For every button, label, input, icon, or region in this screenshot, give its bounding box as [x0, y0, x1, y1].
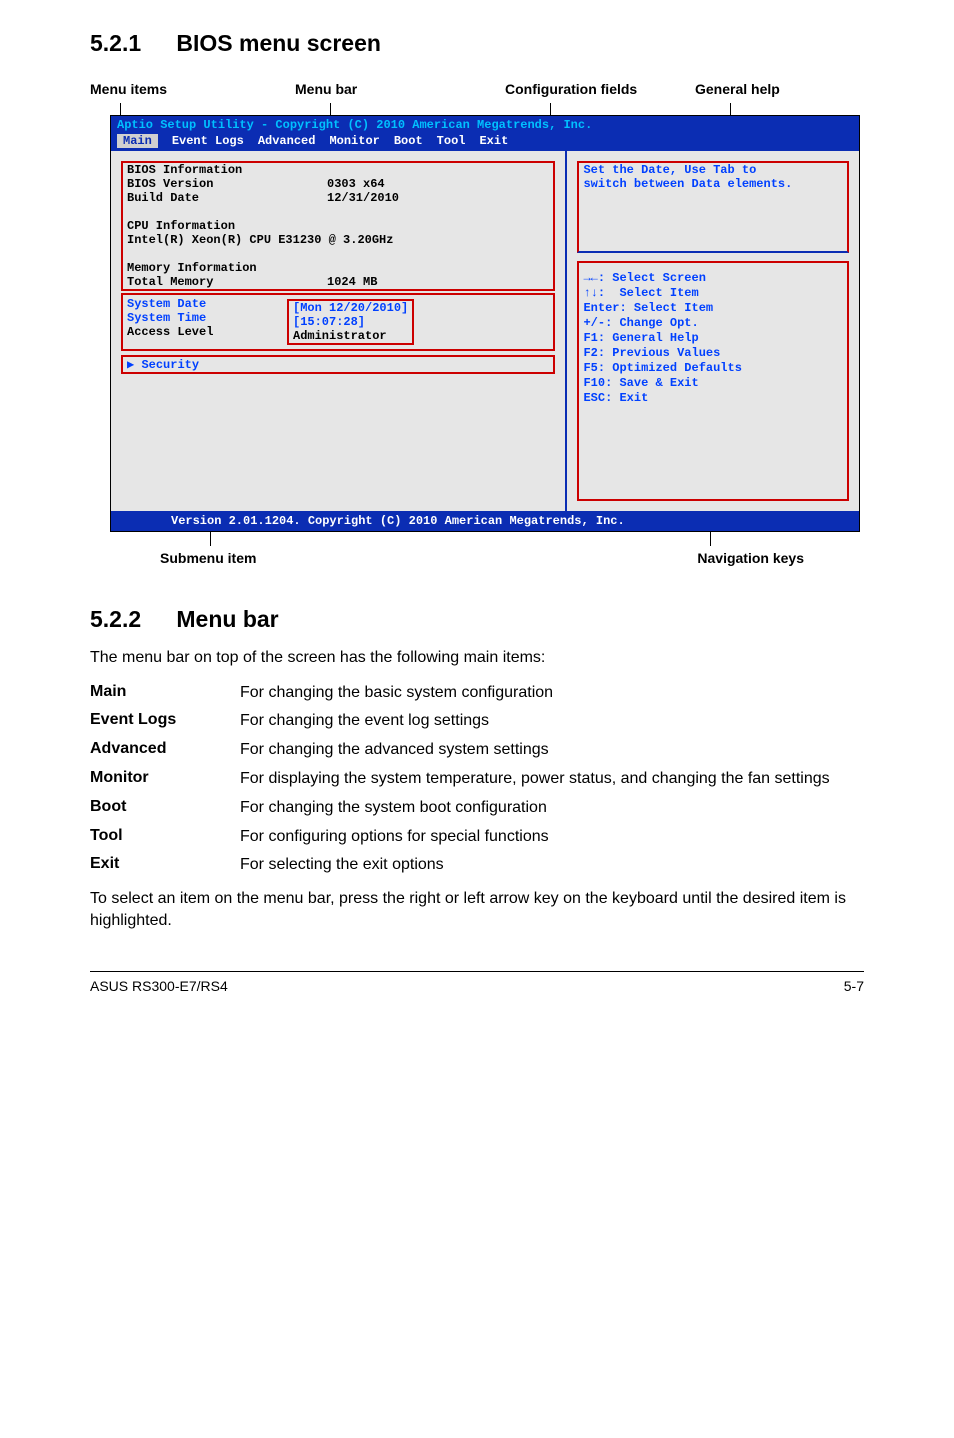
def-term-monitor: Monitor	[90, 769, 240, 790]
section-521-title: BIOS menu screen	[176, 30, 381, 56]
top-callout-labels: Menu items Menu bar Configuration fields…	[90, 81, 864, 97]
def-term-main: Main	[90, 683, 240, 704]
label-nav-keys: Navigation keys	[697, 550, 804, 566]
section-522-heading: 5.2.2 Menu bar	[90, 606, 864, 633]
bios-left-panel: BIOS Information BIOS Version 0303 x64 B…	[111, 151, 567, 511]
bios-footer: Version 2.01.1204. Copyright (C) 2010 Am…	[111, 511, 859, 531]
mem-info-heading: Memory Information	[127, 261, 549, 275]
label-config-fields: Configuration fields	[505, 81, 695, 97]
closing-paragraph: To select an item on the menu bar, press…	[90, 888, 864, 931]
footer-right: 5-7	[844, 978, 864, 994]
def-term-advanced: Advanced	[90, 740, 240, 761]
tab-boot[interactable]: Boot	[394, 134, 423, 148]
def-desc-exit: For selecting the exit options	[240, 855, 864, 876]
bios-title: Aptio Setup Utility - Copyright (C) 2010…	[117, 118, 853, 132]
total-mem-key: Total Memory	[127, 275, 327, 289]
build-date-key: Build Date	[127, 191, 327, 205]
triangle-icon: ▶	[127, 358, 141, 372]
def-term-tool: Tool	[90, 827, 240, 848]
section-522-title: Menu bar	[176, 606, 278, 632]
submenu-box: ▶ Security	[121, 355, 555, 374]
def-desc-advanced: For changing the advanced system setting…	[240, 740, 864, 761]
section-521-num: 5.2.1	[90, 30, 170, 57]
bios-info-heading: BIOS Information	[127, 163, 549, 177]
sys-date-val[interactable]: [Mon 12/20/2010]	[293, 301, 408, 315]
section-521-heading: 5.2.1 BIOS menu screen	[90, 30, 864, 57]
label-submenu-item: Submenu item	[160, 550, 256, 566]
nav-keys-box: →←: Select Screen ↑↓: Select Item Enter:…	[577, 261, 849, 501]
label-menu-bar: Menu bar	[295, 81, 505, 97]
bios-tabs: Main Event Logs Advanced Monitor Boot To…	[117, 132, 853, 151]
footer-left: ASUS RS300-E7/RS4	[90, 978, 228, 994]
top-callout-lines	[90, 103, 864, 115]
sys-date-key[interactable]: System Date	[127, 297, 287, 311]
def-desc-eventlogs: For changing the event log settings	[240, 711, 864, 732]
tab-tool[interactable]: Tool	[437, 134, 466, 148]
footer-divider	[90, 971, 864, 972]
access-val: Administrator	[293, 329, 408, 343]
security-item[interactable]: Security	[141, 358, 199, 372]
def-desc-tool: For configuring options for special func…	[240, 827, 864, 848]
cpu-line: Intel(R) Xeon(R) CPU E31230 @ 3.20GHz	[127, 233, 549, 247]
total-mem-val: 1024 MB	[327, 275, 377, 289]
bios-version-val: 0303 x64	[327, 177, 385, 191]
lower-callout-labels: Submenu item Navigation keys	[90, 550, 864, 566]
menu-items-box: BIOS Information BIOS Version 0303 x64 B…	[121, 161, 555, 291]
label-menu-items: Menu items	[90, 81, 295, 97]
build-date-val: 12/31/2010	[327, 191, 399, 205]
cpu-info-heading: CPU Information	[127, 219, 549, 233]
access-key: Access Level	[127, 325, 287, 339]
sys-time-val[interactable]: [15:07:28]	[293, 315, 408, 329]
section-522-num: 5.2.2	[90, 606, 170, 633]
bios-version-key: BIOS Version	[127, 177, 327, 191]
def-term-exit: Exit	[90, 855, 240, 876]
tab-event-logs[interactable]: Event Logs	[172, 134, 244, 148]
tab-main[interactable]: Main	[117, 134, 158, 148]
lower-callout-lines	[90, 532, 864, 546]
def-term-boot: Boot	[90, 798, 240, 819]
menu-definitions: MainFor changing the basic system config…	[90, 683, 864, 877]
bios-header: Aptio Setup Utility - Copyright (C) 2010…	[111, 116, 859, 151]
tab-monitor[interactable]: Monitor	[329, 134, 379, 148]
def-desc-main: For changing the basic system configurat…	[240, 683, 864, 704]
general-help-box: Set the Date, Use Tab to switch between …	[577, 161, 849, 253]
def-desc-monitor: For displaying the system temperature, p…	[240, 769, 864, 790]
sys-time-key[interactable]: System Time	[127, 311, 287, 325]
bios-right-panel: Set the Date, Use Tab to switch between …	[567, 151, 859, 511]
tab-exit[interactable]: Exit	[479, 134, 508, 148]
bios-screen: Aptio Setup Utility - Copyright (C) 2010…	[110, 115, 860, 532]
def-desc-boot: For changing the system boot configurati…	[240, 798, 864, 819]
label-general-help: General help	[695, 81, 864, 97]
menubar-intro: The menu bar on top of the screen has th…	[90, 647, 864, 669]
tab-advanced[interactable]: Advanced	[258, 134, 316, 148]
config-fields-box: System Date System Time Access Level [Mo…	[121, 293, 555, 351]
page-footer: ASUS RS300-E7/RS4 5-7	[90, 978, 864, 994]
def-term-eventlogs: Event Logs	[90, 711, 240, 732]
